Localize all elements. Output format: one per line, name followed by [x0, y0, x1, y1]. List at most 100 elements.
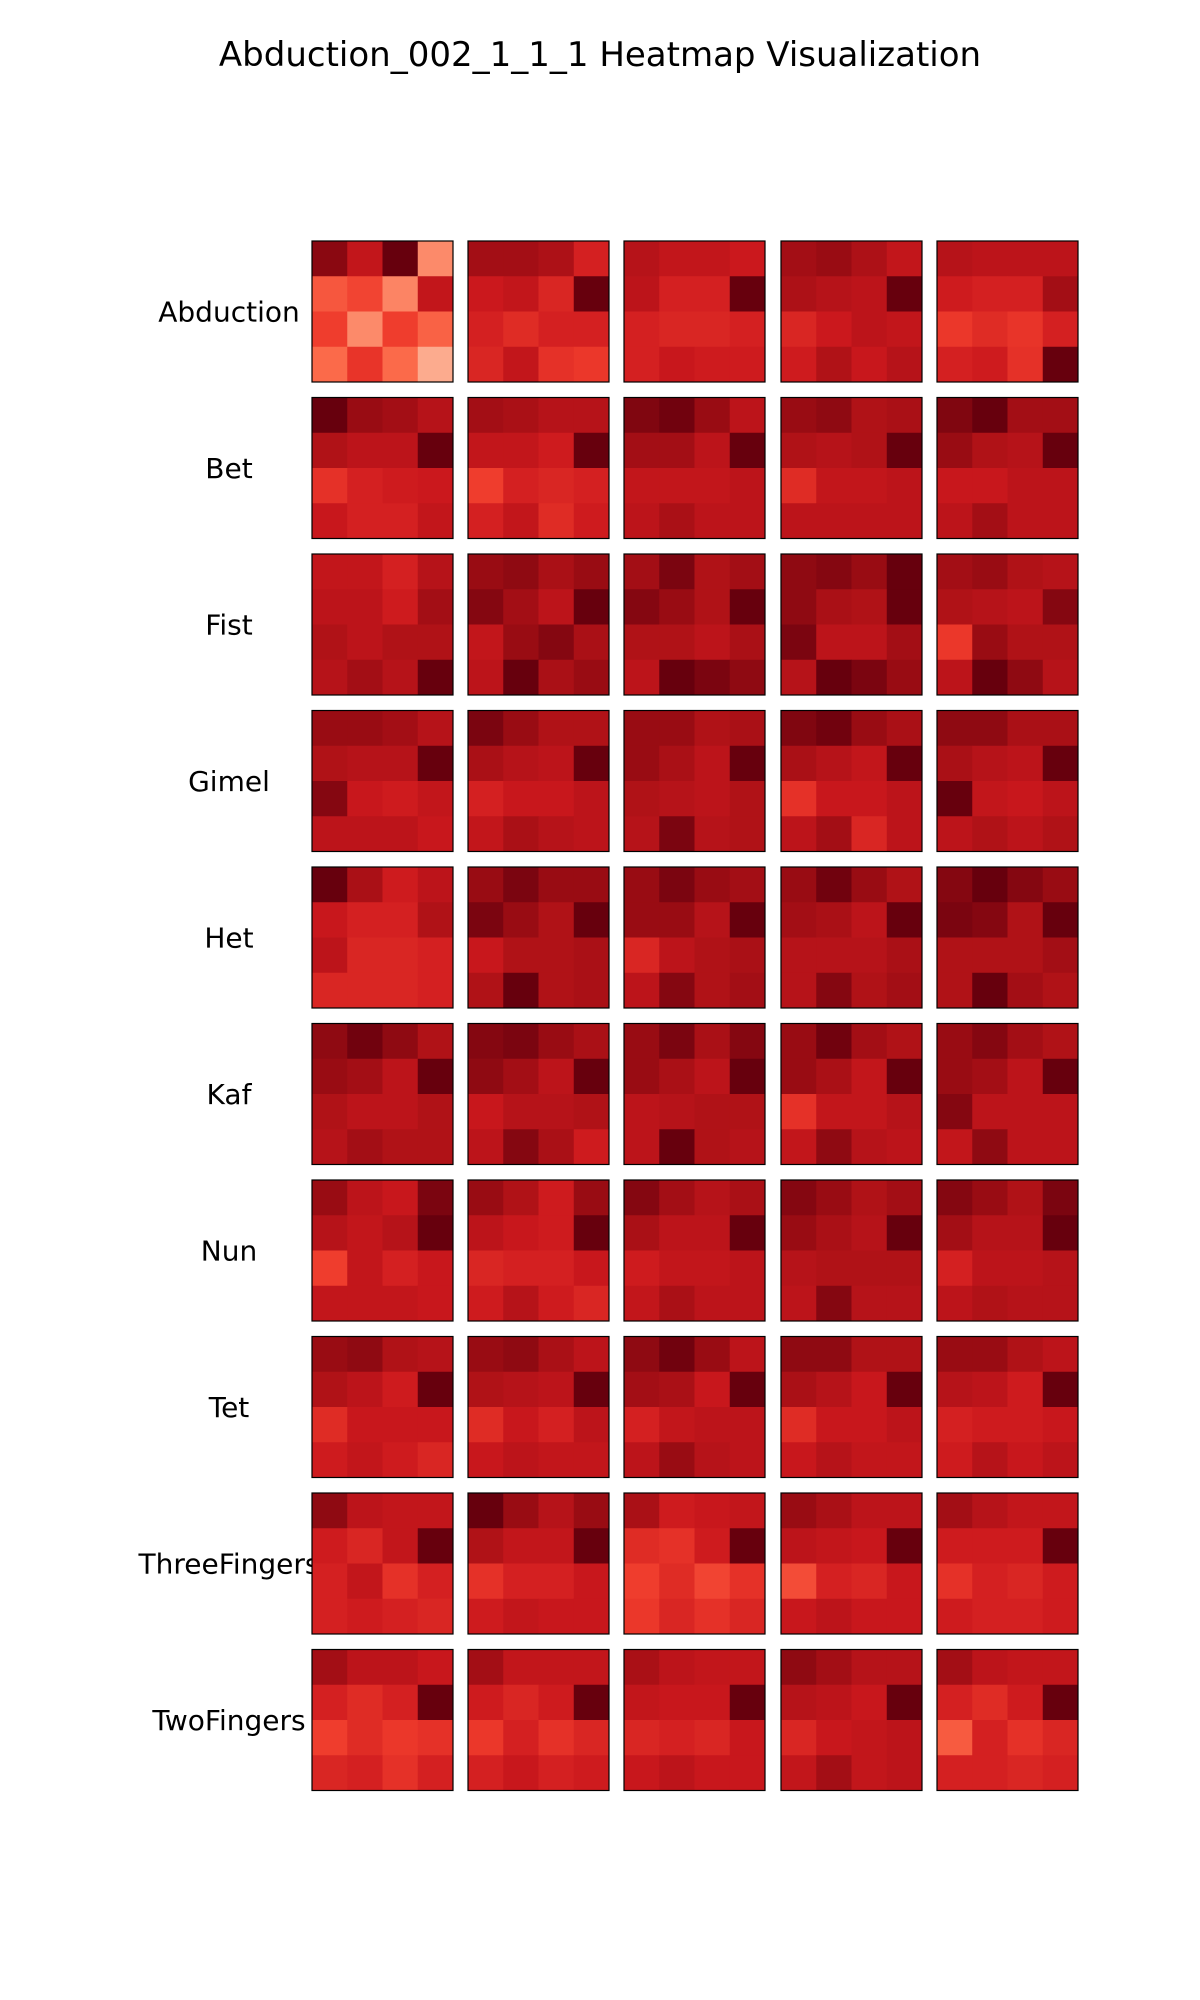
heatmap-cell: [382, 1684, 419, 1721]
heatmap-cell: [573, 503, 610, 539]
heatmap-cell: [347, 624, 383, 661]
heatmap-cell: [1042, 432, 1079, 469]
heatmap-cell: [468, 1493, 504, 1529]
heatmap-cell: [1007, 624, 1044, 661]
heatmap-cell: [417, 781, 454, 817]
heatmap-cell: [886, 1563, 923, 1600]
heatmap-panel: [623, 396, 766, 540]
heatmap-cell: [781, 554, 817, 590]
panel-border: [936, 1492, 1079, 1635]
heatmap-cell: [312, 902, 348, 938]
heatmap-cell: [694, 1720, 731, 1756]
heatmap-cell: [312, 1598, 348, 1635]
panel-border: [311, 1022, 454, 1166]
heatmap-cell: [729, 1649, 766, 1686]
heatmap-cell: [624, 1720, 660, 1756]
heatmap-cell: [503, 1493, 539, 1529]
heatmap-cell: [468, 1285, 504, 1322]
heatmap-cell: [538, 816, 575, 852]
heatmap-cell: [1007, 1129, 1044, 1165]
heatmap-cell: [659, 503, 695, 539]
panel-border: [311, 1648, 454, 1792]
heatmap-cell: [659, 902, 695, 938]
heatmap-cell: [1007, 589, 1044, 625]
heatmap-cell: [624, 1129, 660, 1165]
heatmap-cell: [573, 1528, 610, 1564]
panel-border: [467, 1335, 610, 1479]
heatmap-cell: [972, 1371, 1008, 1408]
panel-border: [780, 553, 923, 696]
heatmap-cell: [312, 1755, 348, 1791]
heatmap-cell: [538, 1563, 575, 1600]
heatmap-cell: [937, 659, 973, 696]
heatmap-cell: [503, 781, 539, 817]
heatmap-cell: [781, 241, 817, 277]
heatmap-cell: [573, 589, 610, 625]
heatmap-cell: [659, 1528, 695, 1564]
heatmap-cell: [694, 1442, 731, 1478]
heatmap-panel: [936, 1022, 1079, 1166]
heatmap-cell: [659, 972, 695, 1009]
heatmap-cell: [729, 554, 766, 590]
heatmap-cell: [503, 902, 539, 938]
heatmap-cell: [347, 1180, 383, 1216]
heatmap-cell: [816, 311, 852, 348]
heatmap-cell: [972, 781, 1008, 817]
heatmap-cell: [1042, 1493, 1079, 1529]
heatmap-cell: [417, 397, 454, 434]
heatmap-cell: [1042, 1442, 1079, 1478]
panel-border: [780, 709, 923, 853]
panel-border: [311, 709, 454, 853]
heatmap-cell: [624, 1058, 660, 1095]
heatmap-cell: [816, 972, 852, 1009]
heatmap-cell: [382, 554, 419, 590]
heatmap-cell: [816, 1023, 852, 1060]
heatmap-cell: [729, 1215, 766, 1251]
heatmap-cell: [851, 1250, 888, 1287]
heatmap-cell: [382, 902, 419, 938]
heatmap-cell: [538, 1094, 575, 1130]
heatmap-cell: [781, 1563, 817, 1600]
heatmap-cell: [417, 1094, 454, 1130]
heatmap-cell: [816, 432, 852, 469]
heatmap-cell: [659, 1407, 695, 1443]
heatmap-cell: [851, 346, 888, 383]
heatmap-panel: [311, 396, 454, 540]
heatmap-panel: [467, 553, 610, 696]
heatmap-cell: [468, 816, 504, 852]
heatmap-cell: [503, 1180, 539, 1216]
heatmap-cell: [1007, 867, 1044, 903]
heatmap-cell: [694, 1094, 731, 1130]
heatmap-cell: [937, 241, 973, 277]
heatmap-cell: [1007, 1094, 1044, 1130]
heatmap-cell: [694, 1371, 731, 1408]
heatmap-cell: [624, 346, 660, 383]
heatmap-cell: [937, 745, 973, 782]
heatmap-cell: [624, 902, 660, 938]
panel-border: [467, 1022, 610, 1166]
panel-border: [623, 553, 766, 696]
heatmap-cell: [937, 867, 973, 903]
heatmap-cell: [503, 1129, 539, 1165]
heatmap-panel: [936, 1335, 1079, 1479]
heatmap-cell: [538, 1720, 575, 1756]
heatmap-cell: [382, 624, 419, 661]
heatmap-cell: [382, 503, 419, 539]
heatmap-cell: [503, 745, 539, 782]
heatmap-cell: [659, 1371, 695, 1408]
heatmap-cell: [417, 1528, 454, 1564]
heatmap-cell: [573, 710, 610, 747]
heatmap-cell: [624, 937, 660, 974]
heatmap-cell: [417, 1720, 454, 1756]
heatmap-cell: [729, 1285, 766, 1322]
heatmap-cell: [347, 276, 383, 312]
heatmap-cell: [347, 1058, 383, 1095]
heatmap-cell: [312, 1023, 348, 1060]
heatmap-cell: [382, 1285, 419, 1322]
heatmap-cell: [417, 1407, 454, 1443]
heatmap-cell: [503, 1684, 539, 1721]
heatmap-cell: [886, 972, 923, 1009]
heatmap-cell: [417, 937, 454, 974]
heatmap-cell: [851, 554, 888, 590]
heatmap-cell: [937, 781, 973, 817]
